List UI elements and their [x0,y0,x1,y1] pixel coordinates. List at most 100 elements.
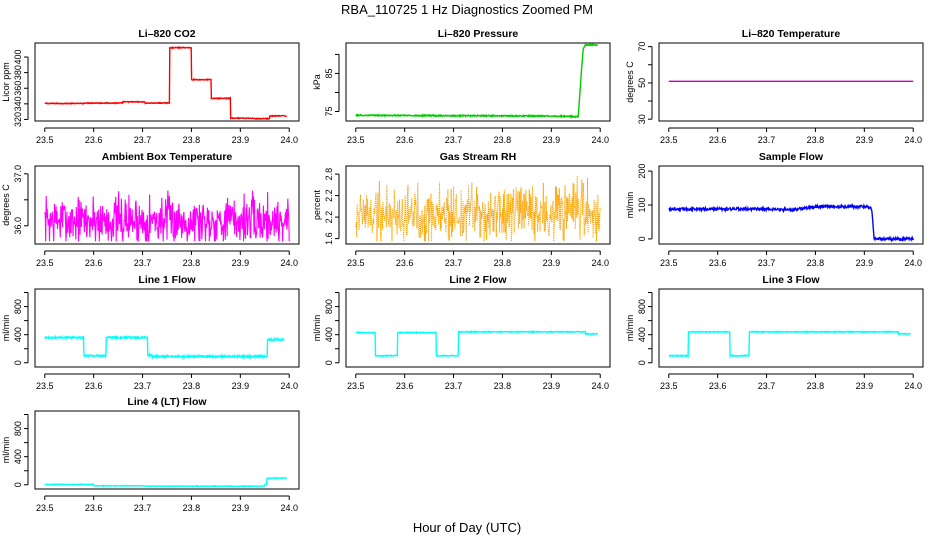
x-tick-label: 23.7 [445,258,463,268]
y-tick-label: 400 [13,50,23,65]
y-tick-label: 0 [13,360,23,365]
y-tick-label: 100 [637,197,647,212]
x-tick-label: 23.7 [134,258,152,268]
x-tick-label: 23.6 [85,135,103,145]
panel-title: Sample Flow [759,151,824,163]
x-tick-label: 23.7 [758,135,776,145]
y-tick-label: 30 [637,114,647,124]
x-tick-label: 23.8 [807,258,825,268]
y-axis-label: ml/min [625,315,635,342]
x-tick-label: 23.9 [543,381,561,391]
x-tick-label: 23.7 [758,381,776,391]
y-axis-label: ml/min [312,315,322,342]
panel-title: Gas Stream RH [440,151,516,163]
x-tick-label: 24.0 [591,135,609,145]
series-line [44,45,288,121]
panel-6: Sample Flow 0 100 200 ml/min 23.5 23.6 23.7 23.8… [625,151,924,268]
panel-title: Line 3 Flow [762,274,820,286]
x-tick-label: 23.9 [232,503,250,513]
y-tick-label: 2.2 [324,211,334,224]
y-tick-label: 36.0 [13,217,23,235]
x-tick-label: 24.0 [280,258,298,268]
y-tick-label: 70 [637,42,647,52]
x-tick-label: 23.9 [232,258,250,268]
x-tick-label: 23.6 [396,381,414,391]
y-tick-label: 800 [637,299,647,314]
series-line [355,42,598,119]
x-tick-label: 23.5 [347,258,365,268]
x-tick-label: 23.5 [347,135,365,145]
x-tick-label: 23.7 [445,135,463,145]
x-tick-label: 23.7 [445,381,463,391]
panel-title: Li–820 Temperature [742,28,841,40]
x-tick-label: 23.7 [134,381,152,391]
x-tick-label: 23.8 [494,258,512,268]
x-tick-label: 24.0 [904,258,922,268]
panel-title: Ambient Box Temperature [102,151,233,163]
x-tick-label: 23.6 [709,381,727,391]
y-tick-label: 0 [324,360,334,365]
plot-frame [658,165,924,245]
y-axis-label: degrees C [1,184,11,226]
x-tick-label: 23.5 [660,258,678,268]
x-tick-label: 23.6 [396,135,414,145]
x-tick-label: 23.9 [856,258,874,268]
y-tick-label: 37.0 [13,165,23,183]
y-tick-label: 400 [13,449,23,464]
y-axis-label: Licor ppm [1,62,11,102]
x-tick-label: 23.5 [660,381,678,391]
x-tick-label: 24.0 [904,381,922,391]
figure-title: RBA_110725 1 Hz Diagnostics Zoomed PM [341,2,593,17]
y-axis-label: ml/min [625,192,635,219]
y-tick-label: 85 [324,68,334,78]
x-tick-label: 23.9 [543,135,561,145]
x-tick-label: 23.5 [36,503,54,513]
x-tick-label: 23.9 [232,135,250,145]
x-tick-label: 24.0 [591,258,609,268]
y-axis-label: ml/min [1,437,11,464]
x-tick-label: 24.0 [280,381,298,391]
x-tick-label: 23.9 [856,381,874,391]
y-axis-label: percent [312,189,322,220]
x-tick-label: 23.6 [709,258,727,268]
x-tick-label: 23.8 [494,381,512,391]
panel-title: Line 2 Flow [449,274,507,286]
plot-frame [658,288,924,368]
y-axis-label: kPa [312,74,322,90]
panel-title: Line 1 Flow [138,274,196,286]
y-tick-label: 1.6 [324,232,334,245]
x-tick-label: 24.0 [591,381,609,391]
y-tick-label: 360 [13,81,23,96]
series-line [355,330,598,358]
x-tick-label: 23.8 [183,135,201,145]
y-tick-label: 400 [324,327,334,342]
y-tick-label: 320 [13,112,23,127]
plot-frame [658,42,924,122]
x-tick-label: 23.7 [758,258,776,268]
series-line [44,334,285,360]
y-tick-label: 800 [13,299,23,314]
x-tick-label: 23.9 [232,381,250,391]
x-tick-label: 23.5 [36,381,54,391]
y-tick-label: 340 [13,96,23,111]
x-tick-label: 23.7 [134,135,152,145]
x-tick-label: 23.8 [183,258,201,268]
y-tick-label: 800 [13,421,23,436]
series-line [44,190,290,242]
x-tick-label: 23.9 [543,258,561,268]
x-tick-label: 23.8 [183,381,201,391]
plot-frame [345,288,611,368]
y-tick-label: 380 [13,65,23,80]
plot-frame [345,42,611,122]
series-line [668,203,914,243]
plot-frame [34,288,300,368]
